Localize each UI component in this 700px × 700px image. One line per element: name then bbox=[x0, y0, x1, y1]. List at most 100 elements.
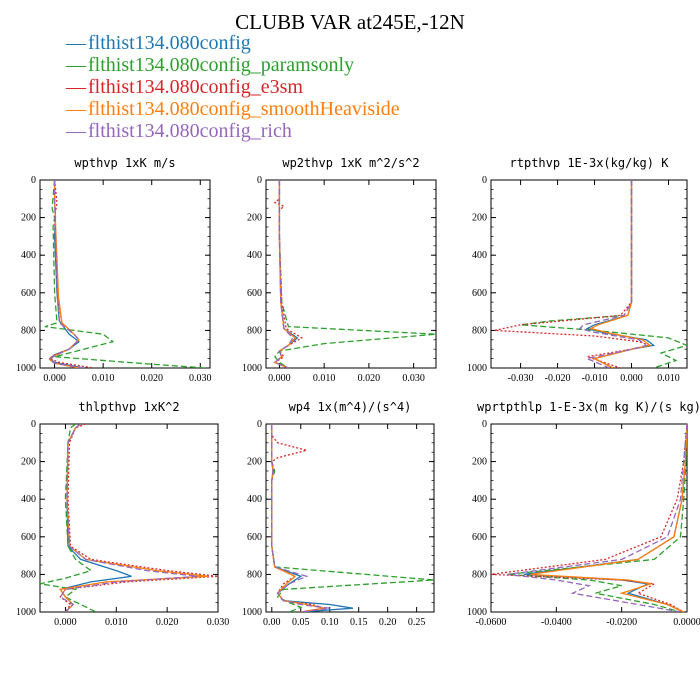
x-tick-label: 0.000 bbox=[620, 373, 643, 384]
x-tick-label: 0.000 bbox=[54, 617, 77, 628]
legend-label: flthist134.080config bbox=[88, 32, 251, 54]
x-tick-label: -0.020 bbox=[545, 373, 571, 384]
y-tick-label: 600 bbox=[21, 288, 36, 299]
y-tick-label: 1000 bbox=[467, 607, 487, 618]
legend-label: flthist134.080config_paramsonly bbox=[88, 54, 355, 76]
plot-frame bbox=[39, 423, 219, 613]
panel-title: wp2thvp 1xK m^2/s^2 bbox=[282, 156, 419, 170]
series-group bbox=[491, 424, 687, 612]
y-tick-label: 0 bbox=[31, 175, 36, 186]
y-tick-label: 400 bbox=[21, 250, 36, 261]
y-tick-label: 800 bbox=[21, 325, 36, 336]
x-tick-label: 0.15 bbox=[350, 617, 368, 628]
series-line bbox=[271, 424, 434, 612]
y-tick-label: 0 bbox=[257, 175, 262, 186]
series-line bbox=[271, 424, 325, 612]
y-tick-label: 1000 bbox=[16, 607, 36, 618]
y-tick-label: 400 bbox=[247, 494, 262, 505]
x-tick-label: -0.0400 bbox=[541, 617, 572, 628]
series-group bbox=[44, 180, 206, 368]
y-tick-label: 200 bbox=[21, 213, 36, 224]
series-line bbox=[520, 180, 687, 368]
y-tick-label: 400 bbox=[472, 494, 487, 505]
y-tick-label: 0 bbox=[482, 175, 487, 186]
panel-title: thlpthvp 1xK^2 bbox=[78, 400, 179, 414]
series-line bbox=[59, 424, 218, 612]
chart-panel: rtpthvp 1E-3x(kg/kg) K 0 200 400 600 800 1000 -… bbox=[467, 156, 688, 384]
x-tick-label: 0.000 bbox=[268, 373, 291, 384]
y-tick-label: 1000 bbox=[16, 363, 36, 374]
legend-line-icon: — bbox=[66, 54, 86, 76]
plot-frame bbox=[265, 423, 435, 613]
legend-line-icon: — bbox=[66, 32, 86, 54]
series-group bbox=[494, 180, 687, 368]
x-tick-label: 0.010 bbox=[105, 617, 128, 628]
y-tick-label: 400 bbox=[21, 494, 36, 505]
y-tick-label: 800 bbox=[247, 569, 262, 580]
x-tick-label: 0.010 bbox=[313, 373, 336, 384]
panel-title: wp4 1x(m^4)/(s^4) bbox=[289, 400, 412, 414]
series-line bbox=[271, 424, 330, 612]
legend-item: — flthist134.080config bbox=[66, 32, 400, 54]
y-tick-label: 800 bbox=[21, 569, 36, 580]
legend-line-icon: — bbox=[66, 76, 86, 98]
y-tick-label: 200 bbox=[472, 457, 487, 468]
plot-frame bbox=[39, 179, 211, 369]
y-tick-label: 1000 bbox=[467, 363, 487, 374]
chart-panel: thlpthvp 1xK^2 0 200 400 600 800 1000 0.000 0.01… bbox=[16, 400, 229, 628]
y-tick-label: 0 bbox=[31, 419, 36, 430]
legend-item: — flthist134.080config_paramsonly bbox=[66, 54, 400, 76]
x-tick-label: -0.0600 bbox=[476, 617, 507, 628]
y-tick-label: 600 bbox=[472, 288, 487, 299]
legend-item: — flthist134.080config_smoothHeaviside bbox=[66, 98, 400, 120]
x-tick-label: 0.020 bbox=[358, 373, 381, 384]
panel-title: rtpthvp 1E-3x(kg/kg) K bbox=[510, 156, 670, 170]
chart-panel: wprtpthlp 1-E-3x(m kg K)/(s kg) 0 200 400 60… bbox=[467, 400, 700, 628]
y-tick-label: 1000 bbox=[242, 607, 262, 618]
legend-item: — flthist134.080config_e3sm bbox=[66, 76, 400, 98]
plot-frame bbox=[490, 423, 688, 613]
x-tick-label: 0.030 bbox=[402, 373, 425, 384]
series-line bbox=[273, 180, 294, 368]
plot-frame bbox=[490, 179, 688, 369]
series-line bbox=[48, 180, 84, 368]
y-tick-label: 600 bbox=[472, 532, 487, 543]
y-tick-label: 400 bbox=[247, 250, 262, 261]
panel-title: wprtpthlp 1-E-3x(m kg K)/(s kg) bbox=[477, 400, 700, 414]
y-tick-label: 0 bbox=[257, 419, 262, 430]
x-tick-label: 0.030 bbox=[207, 617, 230, 628]
y-tick-label: 1000 bbox=[242, 363, 262, 374]
x-tick-label: 0.000 bbox=[43, 373, 66, 384]
x-tick-label: 0.10 bbox=[321, 617, 339, 628]
series-group bbox=[273, 180, 436, 368]
y-tick-label: 200 bbox=[21, 457, 36, 468]
x-tick-label: 0.0000 bbox=[673, 617, 700, 628]
y-tick-label: 600 bbox=[247, 288, 262, 299]
y-tick-label: 800 bbox=[472, 325, 487, 336]
legend-label: flthist134.080config_rich bbox=[88, 120, 292, 142]
series-line bbox=[271, 424, 325, 612]
series-line bbox=[507, 424, 687, 612]
x-tick-label: 0.20 bbox=[379, 617, 397, 628]
x-tick-label: 0.020 bbox=[140, 373, 163, 384]
y-tick-label: 400 bbox=[472, 250, 487, 261]
figure-title: CLUBB VAR at245E,-12N bbox=[235, 10, 465, 34]
legend-item: — flthist134.080config_rich bbox=[66, 120, 400, 142]
chart-panel: wpthvp 1xK m/s 0 200 400 600 800 1000 0.000 0.01… bbox=[16, 156, 212, 384]
series-line bbox=[274, 180, 436, 368]
x-tick-label: -0.030 bbox=[508, 373, 534, 384]
series-line bbox=[44, 180, 206, 368]
y-tick-label: 200 bbox=[247, 213, 262, 224]
y-tick-label: 600 bbox=[247, 532, 262, 543]
x-tick-label: 0.25 bbox=[408, 617, 426, 628]
legend-line-icon: — bbox=[66, 120, 86, 142]
y-tick-label: 800 bbox=[247, 325, 262, 336]
y-tick-label: 200 bbox=[472, 213, 487, 224]
series-line bbox=[530, 424, 687, 612]
series-line bbox=[578, 180, 648, 368]
series-group bbox=[40, 424, 218, 612]
y-tick-label: 600 bbox=[21, 532, 36, 543]
chart-panel: wp2thvp 1xK m^2/s^2 0 200 400 600 800 1000 0.00… bbox=[242, 156, 437, 384]
